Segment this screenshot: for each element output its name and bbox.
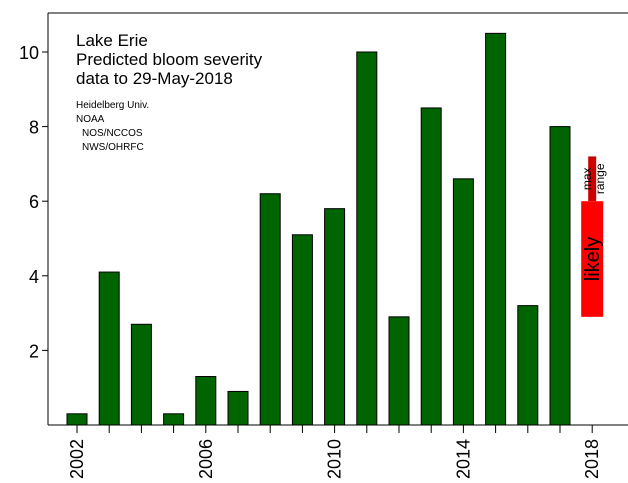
x-tick-label: 2006 [196,439,216,479]
y-tick-label: 8 [29,118,39,138]
bar-2002 [66,413,88,426]
x-tick-label: 2014 [453,439,473,479]
y-tick-label: 6 [29,192,39,212]
credit-line-3: NOS/NCCOS [82,128,143,139]
title-line-2: Predicted bloom severity [76,50,263,69]
bar-2007 [227,390,249,426]
max-range-label-1: max [580,167,594,190]
bar-2016 [517,305,539,426]
likely-label: likely [582,237,604,281]
credit-line-2: NOAA [76,114,105,125]
likely-range-bar [581,201,604,317]
bar-2009 [291,234,313,426]
credit-line-4: NWS/OHRFC [82,142,144,153]
bar-2005 [163,413,185,426]
title-line-3: data to 29-May-2018 [76,69,233,88]
title-line-1: Lake Erie [76,31,148,50]
y-tick-label: 2 [29,341,39,361]
bar-2006 [195,376,217,426]
bar-2012 [388,316,410,426]
bar-2008 [259,193,281,426]
max-range-label-2: range [593,163,607,194]
bar-2010 [324,208,346,426]
bar-2004 [130,323,152,426]
credit-line-1: Heidelberg Univ. [76,100,149,111]
bar-2011 [356,51,378,426]
y-tick-label: 4 [29,267,39,287]
x-tick-label: 2010 [325,439,345,479]
bar-2003 [98,271,120,426]
y-tick-label: 10 [19,43,39,63]
bar-2013 [420,107,442,426]
x-tick-label: 2018 [582,439,602,479]
bar-2015 [485,32,507,426]
max-range-bar [588,156,597,202]
x-tick-label: 2002 [67,439,87,479]
bar-2014 [452,178,474,426]
bar-2017 [549,126,571,426]
